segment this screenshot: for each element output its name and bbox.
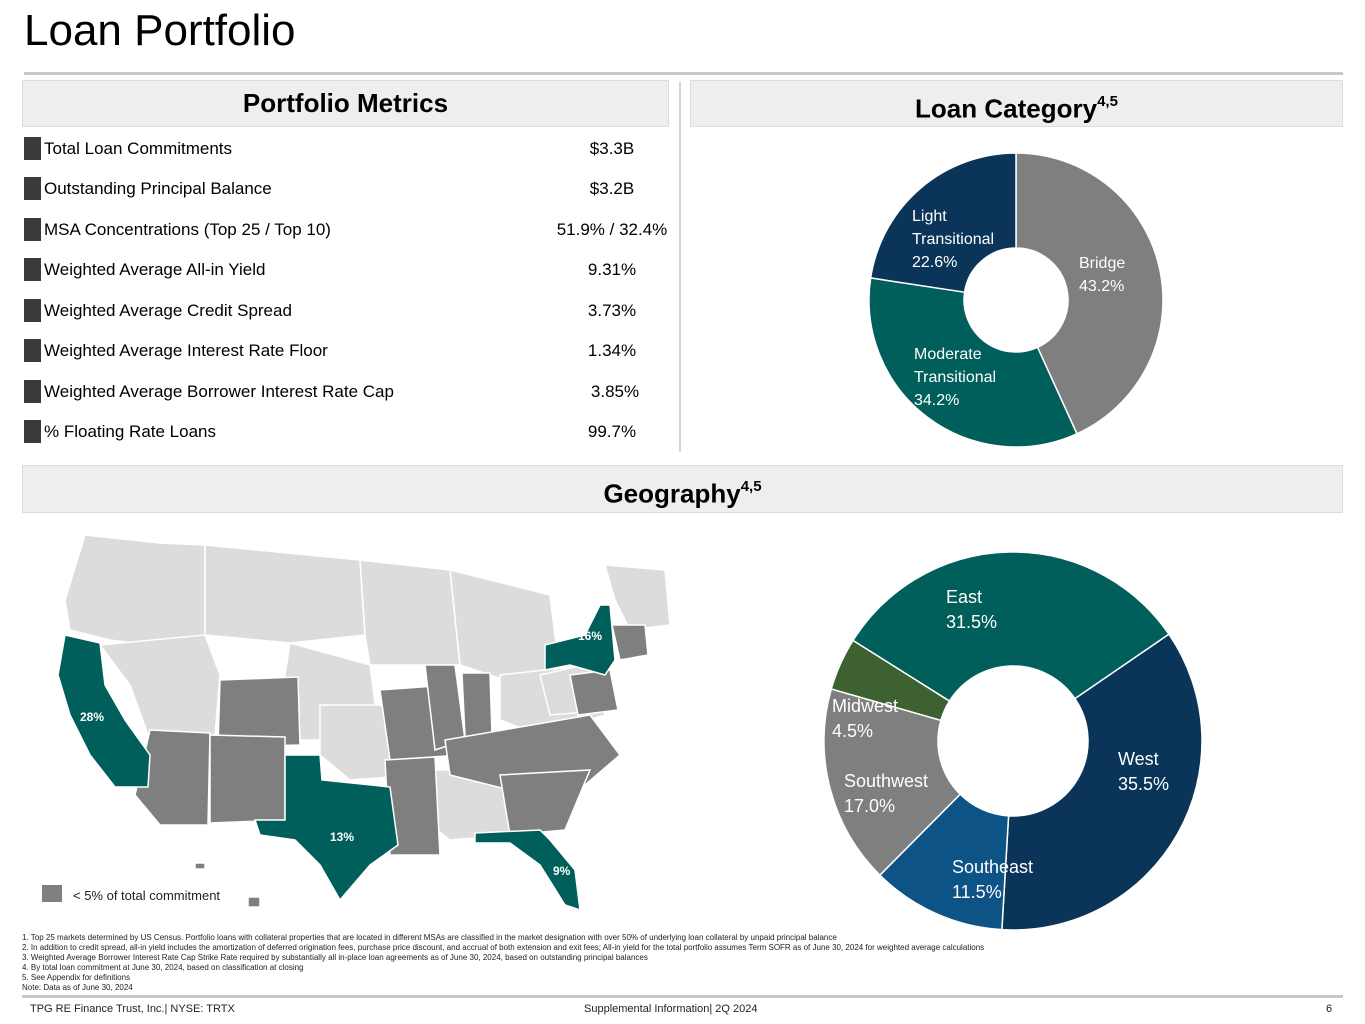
map-label-ca: 28% — [80, 710, 104, 724]
map-hawaii-islands — [194, 862, 206, 870]
slice-label-midwest: Midwest 4.5% — [832, 696, 898, 741]
loan-category-sup: 4,5 — [1097, 93, 1118, 110]
map-label-fl: 9% — [553, 864, 571, 878]
map-georgia-sc — [499, 769, 592, 836]
metric-bullet — [24, 177, 41, 200]
footnotes: 1. Top 25 markets determined by US Censu… — [22, 933, 984, 993]
map-plains-north — [359, 559, 461, 666]
footnote-line: 2. In addition to credit spread, all-in … — [22, 943, 985, 952]
map-legend-label: < 5% of total commitment — [73, 888, 221, 903]
metric-value: $3.2B — [589, 179, 635, 198]
metric-bullet — [24, 299, 41, 322]
metric-row: Outstanding Principal Balance $3.2B — [24, 175, 664, 201]
map-hawaii — [247, 896, 261, 908]
slice-bridge — [1015, 152, 1164, 435]
slice-label-east: East 31.5% — [946, 587, 997, 632]
geography-sup: 4,5 — [740, 478, 762, 495]
metric-label: Weighted Average Interest Rate Floor — [44, 341, 328, 360]
title-divider — [24, 72, 1343, 75]
map-texas — [253, 754, 399, 902]
metric-value: 99.7% — [587, 422, 637, 441]
map-legend-swatch — [42, 885, 62, 902]
metric-value: 9.31% — [587, 260, 637, 279]
map-northeast-grey — [569, 669, 619, 716]
metric-label: Weighted Average Borrower Interest Rate … — [44, 382, 394, 401]
map-label-ny: 16% — [578, 629, 602, 643]
slice-east — [851, 551, 1170, 703]
metric-row: Weighted Average Interest Rate Floor 1.34… — [24, 337, 664, 363]
slice-label-bridge: Bridge 43.2% — [1079, 255, 1125, 295]
metric-bullet — [24, 380, 41, 403]
page-title: Loan Portfolio — [24, 6, 296, 55]
metric-label: % Floating Rate Loans — [44, 422, 216, 441]
map-florida — [474, 829, 581, 912]
footer-divider — [22, 995, 1343, 998]
slice-label-southeast: Southeast 11.5% — [952, 857, 1033, 902]
footer-company: TPG RE Finance Trust, Inc.| NYSE: TRTX — [30, 1003, 235, 1015]
metric-bullet — [24, 420, 41, 443]
footer-center: Supplemental Information| 2Q 2024 — [584, 1003, 758, 1015]
footnote-line: 5. See Appendix for definitions — [22, 973, 131, 982]
slice-label-west: West 35.5% — [1118, 749, 1169, 794]
page-number: 6 — [1326, 1003, 1333, 1015]
map-mountain-north — [204, 544, 366, 644]
map-colorado — [217, 676, 301, 748]
metric-row: Weighted Average Credit Spread 3.73% — [24, 297, 664, 323]
slice-southwest — [823, 688, 962, 877]
map-indiana — [461, 672, 493, 738]
metric-row: Total Loan Commitments $3.3B — [24, 135, 664, 161]
slice-label-moderate-transitional: Moderate Transitional 34.2% — [914, 346, 996, 409]
map-new-england-grey — [611, 624, 649, 661]
metric-value: 3.73% — [587, 301, 637, 320]
map-new-york — [544, 604, 616, 676]
metric-row: Weighted Average All-in Yield 9.31% — [24, 256, 664, 282]
metric-label: Outstanding Principal Balance — [44, 179, 272, 198]
metric-bullet — [24, 258, 41, 281]
metric-row: % Floating Rate Loans 99.7% — [24, 418, 664, 444]
portfolio-metrics-title: Portfolio Metrics — [242, 88, 449, 118]
metric-value: 3.85% — [590, 382, 640, 401]
footnote-line: 3. Weighted Average Borrower Interest Ra… — [22, 953, 648, 962]
metric-bullet — [24, 339, 41, 362]
slice-west — [1001, 633, 1203, 931]
metric-value: 1.34% — [587, 341, 637, 360]
metric-label: MSA Concentrations (Top 25 / Top 10) — [44, 220, 331, 239]
loan-category-title: Loan Category — [915, 93, 1098, 124]
slice-moderate-transitional — [868, 277, 1078, 448]
geography-header: Geography4,5 — [22, 465, 1343, 513]
footnote-line: 4. By total loan commitment at June 30, … — [22, 963, 304, 972]
map-california — [57, 634, 151, 788]
loan-category-header: Loan Category4,5 — [690, 80, 1343, 127]
map-new-england — [603, 564, 671, 631]
map-new-mexico — [209, 734, 286, 824]
metric-row: MSA Concentrations (Top 25 / Top 10) 51.9… — [24, 216, 667, 242]
metric-bullet — [24, 137, 41, 160]
metric-value: $3.3B — [589, 139, 635, 158]
metric-row: Weighted Average Borrower Interest Rate … — [24, 378, 664, 404]
footnote-line: 1. Top 25 markets determined by US Censu… — [22, 933, 837, 942]
metric-label: Weighted Average Credit Spread — [44, 301, 292, 320]
metric-bullet — [24, 218, 41, 241]
portfolio-metrics-header: Portfolio Metrics — [22, 80, 669, 127]
metric-value: 51.9% / 32.4% — [556, 220, 668, 239]
us-map: 28% 13% 16% 9% — [57, 534, 671, 912]
slice-light-transitional — [869, 152, 1017, 294]
loan-category-chart: Bridge 43.2% Moderate Transitional 34.2% Ligh… — [868, 152, 1164, 448]
map-label-tx: 13% — [330, 830, 354, 844]
slice-label-southwest: Southwest 17.0% — [844, 771, 928, 816]
geography-chart: West 35.5% Southeast 11.5% Southwest 17.0% Mid… — [823, 551, 1203, 931]
map-great-lakes — [449, 569, 561, 681]
geography-title: Geography — [603, 478, 741, 509]
footnote-line: Note: Data as of June 30, 2024 — [22, 983, 133, 992]
column-divider — [679, 82, 681, 452]
slice-label-light-transitional: Light Transitional 22.6% — [912, 208, 994, 271]
metric-label: Weighted Average All-in Yield — [44, 260, 266, 279]
map-northwest — [64, 534, 206, 646]
metric-label: Total Loan Commitments — [44, 139, 233, 158]
